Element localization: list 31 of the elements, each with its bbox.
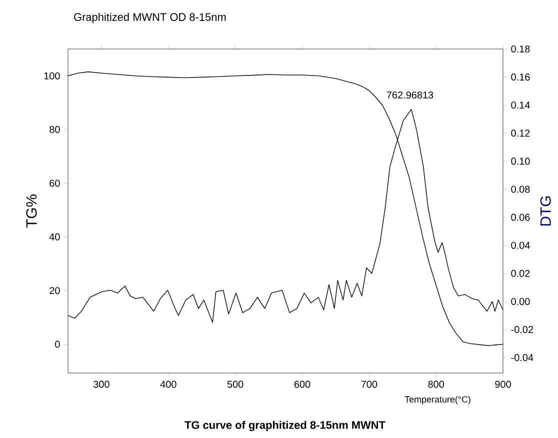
y2-tick-label: -0.02 <box>511 326 533 334</box>
y2-axis-title: DTG <box>540 196 551 226</box>
y-tick-label: 20 <box>50 287 60 294</box>
y2-tick-label: 0.16 <box>511 74 530 81</box>
y2-tick-label: 0.12 <box>511 130 530 137</box>
y-axis-title: TG% <box>26 194 37 228</box>
y-tick-label: 100 <box>44 72 60 80</box>
y2-tick-label: 0.02 <box>511 270 530 277</box>
y2-tick-label: 0.10 <box>511 158 530 165</box>
x-tick-label: 800 <box>428 380 444 388</box>
y2-tick-label: 0.04 <box>511 242 530 249</box>
x-tick-label: 300 <box>94 380 110 388</box>
y-tick-label: 40 <box>49 233 60 240</box>
x-tick-label: 400 <box>160 380 176 388</box>
y2-tick-label: 0.14 <box>511 102 530 109</box>
y2-tick-label: 0.00 <box>511 298 530 305</box>
chart-title: Graphitized MWNT OD 8-15nm <box>74 12 226 24</box>
y-tick-label: 60 <box>50 180 60 187</box>
y2-tick-label: 0.18 <box>511 45 530 53</box>
y2-tick-label: 0.06 <box>511 214 530 221</box>
x-axis-title: Temperature(°C) <box>404 396 470 404</box>
y-tick-label: 80 <box>50 126 60 134</box>
y2-tick-label: -0.04 <box>511 354 534 362</box>
annotation: 762.96813 <box>386 91 434 99</box>
x-tick-label: 600 <box>294 380 310 388</box>
x-tick-label: 700 <box>361 380 378 388</box>
y-tick-label: 0 <box>55 340 60 348</box>
x-tick-label: 500 <box>227 380 244 388</box>
text: TG curve of graphitized 8-15nm MWNT <box>184 420 386 432</box>
x-tick-label: 900 <box>495 380 511 388</box>
y2-tick-label: 0.08 <box>511 186 530 193</box>
